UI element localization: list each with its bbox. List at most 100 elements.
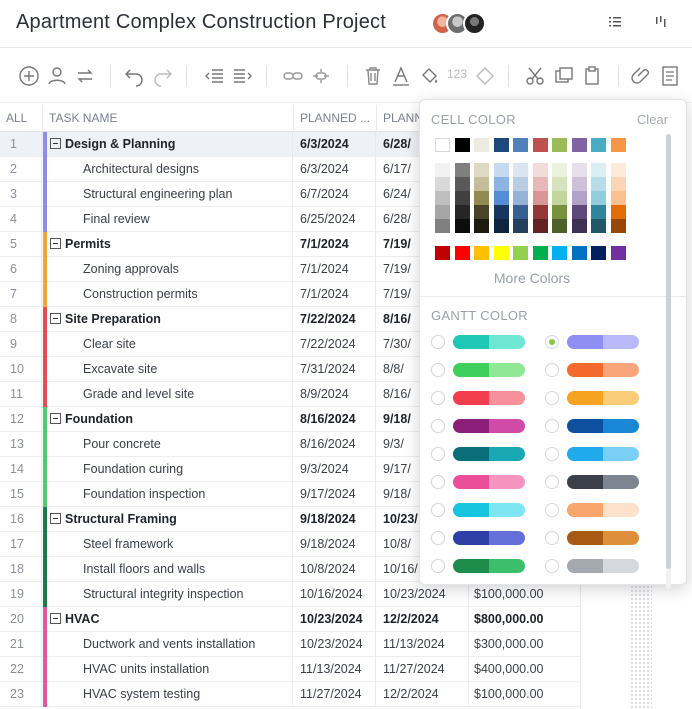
task-name[interactable]: Structural engineering plan	[83, 187, 233, 201]
cut-icon[interactable]	[523, 64, 547, 88]
repeat-icon[interactable]	[73, 64, 97, 88]
cell-color-swatch[interactable]	[610, 138, 626, 152]
gantt-color-option[interactable]	[453, 503, 525, 517]
cell-color-swatch[interactable]	[513, 138, 528, 152]
planned-start-cell[interactable]: 9/18/2024	[294, 532, 376, 557]
cell-color-shade-swatch[interactable]	[610, 191, 626, 205]
planned-end-cell[interactable]: 11/13/2024	[377, 632, 469, 657]
cell-color-shade-swatch[interactable]	[513, 177, 528, 191]
table-row[interactable]: 4 Final review 6/25/2024 6/28/	[0, 207, 580, 232]
task-name[interactable]: HVAC system testing	[83, 687, 201, 701]
cell-color-shade-swatch[interactable]	[474, 191, 489, 205]
cell-color-shade-swatch[interactable]	[571, 163, 587, 177]
collapse-toggle-icon[interactable]	[50, 313, 61, 324]
gantt-color-option[interactable]	[453, 475, 525, 489]
standard-color-swatch[interactable]	[513, 246, 528, 260]
planned-start-cell[interactable]: 9/3/2024	[294, 457, 376, 482]
standard-color-swatch[interactable]	[474, 246, 489, 260]
cell-color-shade-swatch[interactable]	[474, 205, 489, 219]
gantt-color-option[interactable]	[453, 391, 525, 405]
planned-start-cell[interactable]: 6/7/2024	[294, 182, 376, 207]
cell-color-shade-swatch[interactable]	[474, 163, 489, 177]
cell-color-shade-swatch[interactable]	[532, 163, 548, 177]
gantt-color-radio[interactable]	[431, 419, 445, 433]
cell-color-shade-swatch[interactable]	[493, 163, 509, 177]
row-number[interactable]: 16	[0, 507, 42, 532]
indent-icon[interactable]	[231, 64, 255, 88]
gantt-color-radio[interactable]	[431, 559, 445, 573]
task-name-cell[interactable]: Design & Planning	[48, 132, 293, 157]
cell-color-shade-swatch[interactable]	[532, 191, 548, 205]
collapse-toggle-icon[interactable]	[50, 413, 61, 424]
popup-scrollbar-thumb[interactable]	[666, 134, 671, 569]
row-number[interactable]: 7	[0, 282, 42, 307]
task-name[interactable]: Foundation curing	[83, 462, 184, 476]
gantt-color-option[interactable]	[567, 559, 639, 573]
task-name[interactable]: Clear site	[83, 337, 136, 351]
cost-cell[interactable]: $100,000.00	[474, 587, 544, 601]
gantt-color-radio[interactable]	[431, 475, 445, 489]
cost-cell[interactable]: $100,000.00	[474, 687, 544, 701]
cell-color-shade-swatch[interactable]	[552, 205, 567, 219]
cell-color-shade-swatch[interactable]	[493, 205, 509, 219]
table-row[interactable]: 5 Permits 7/1/2024 7/19/	[0, 232, 580, 257]
row-number[interactable]: 8	[0, 307, 42, 332]
task-name-cell[interactable]: Grade and level site	[48, 382, 293, 407]
planned-start-cell[interactable]: 10/8/2024	[294, 557, 376, 582]
task-name[interactable]: Zoning approvals	[83, 262, 179, 276]
cell-color-shade-swatch[interactable]	[552, 163, 567, 177]
cost-cell[interactable]: $800,000.00	[474, 612, 544, 626]
cost-cell[interactable]: $400,000.00	[474, 662, 544, 676]
cell-color-shade-swatch[interactable]	[513, 205, 528, 219]
cell-color-swatch[interactable]	[493, 138, 509, 152]
column-header-all[interactable]: ALL	[0, 105, 43, 132]
task-name[interactable]: Permits	[65, 237, 111, 251]
cell-color-shade-swatch[interactable]	[610, 219, 626, 233]
table-row[interactable]: 3 Structural engineering plan 6/7/2024 6/24…	[0, 182, 580, 207]
row-number[interactable]: 5	[0, 232, 42, 257]
planned-end-cell[interactable]: 12/2/2024	[377, 607, 469, 632]
cell-color-shade-swatch[interactable]	[552, 177, 567, 191]
planned-start-cell[interactable]: 8/16/2024	[294, 432, 376, 457]
cell-color-shade-swatch[interactable]	[493, 219, 509, 233]
task-name[interactable]: Foundation inspection	[83, 487, 206, 501]
task-name[interactable]: HVAC	[65, 612, 100, 626]
planned-start-cell[interactable]: 7/1/2024	[294, 257, 376, 282]
gantt-color-radio[interactable]	[431, 531, 445, 545]
cell-color-shade-swatch[interactable]	[454, 191, 470, 205]
cell-color-shade-swatch[interactable]	[552, 219, 567, 233]
resize-handle[interactable]	[630, 585, 652, 709]
cell-color-shade-swatch[interactable]	[610, 163, 626, 177]
gantt-color-radio[interactable]	[545, 447, 559, 461]
outdent-icon[interactable]	[202, 64, 226, 88]
task-name[interactable]: Architectural designs	[83, 162, 200, 176]
unlink-icon[interactable]	[309, 64, 333, 88]
planned-start-cell[interactable]: 11/27/2024	[294, 682, 376, 707]
cost-cell[interactable]: $300,000.00	[474, 637, 544, 651]
table-row[interactable]: 22 HVAC units installation 11/13/2024 11/27…	[0, 657, 580, 682]
gantt-color-radio[interactable]	[545, 531, 559, 545]
task-name[interactable]: Grade and level site	[83, 387, 195, 401]
planned-start-cell[interactable]: 9/18/2024	[294, 507, 376, 532]
standard-color-swatch[interactable]	[435, 246, 450, 260]
notes-icon[interactable]	[658, 64, 682, 88]
cell-color-shade-swatch[interactable]	[571, 205, 587, 219]
cell-color-shade-swatch[interactable]	[435, 177, 450, 191]
collapse-toggle-icon[interactable]	[50, 513, 61, 524]
task-name[interactable]: Excavate site	[83, 362, 158, 376]
planned-end-cell[interactable]: 11/27/2024	[377, 657, 469, 682]
gantt-color-option[interactable]	[453, 531, 525, 545]
column-header-task-name[interactable]: TASK NAME	[43, 105, 294, 132]
column-header-planned-start[interactable]: PLANNED ...	[294, 105, 377, 132]
row-number[interactable]: 23	[0, 682, 42, 707]
cell-color-shade-swatch[interactable]	[435, 219, 450, 233]
cell-color-shade-swatch[interactable]	[591, 163, 606, 177]
cell-color-shade-swatch[interactable]	[591, 219, 606, 233]
row-number[interactable]: 1	[0, 132, 42, 157]
cell-color-shade-swatch[interactable]	[532, 219, 548, 233]
cell-color-swatch[interactable]	[474, 138, 489, 152]
planned-start-cell[interactable]: 7/1/2024	[294, 232, 376, 257]
collapse-toggle-icon[interactable]	[50, 613, 61, 624]
cell-color-shade-swatch[interactable]	[474, 219, 489, 233]
task-name-cell[interactable]: Zoning approvals	[48, 257, 293, 282]
